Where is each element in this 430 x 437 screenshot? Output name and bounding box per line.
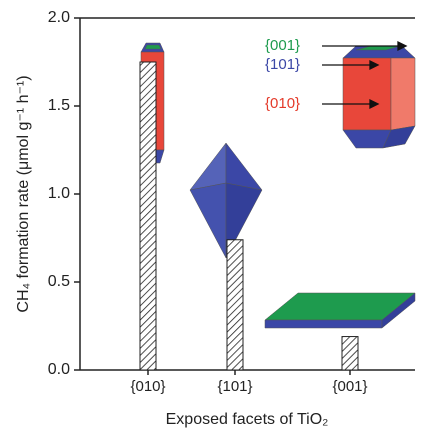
x-axis-label: Exposed facets of TiO₂ <box>166 411 329 428</box>
crystal-large <box>343 46 415 148</box>
y-tick-label: 1.5 <box>48 97 70 114</box>
x-tick-label: {001} <box>332 378 367 395</box>
crystal-001 <box>265 293 415 328</box>
y-tick-label: 0.5 <box>48 273 70 290</box>
y-tick-label: 1.0 <box>48 185 70 202</box>
bar <box>227 240 243 370</box>
chart: Exposed facets of TiO₂ CH₄ formation rat… <box>0 0 430 437</box>
bar <box>140 62 156 370</box>
facet-annotation: {001} <box>265 37 300 54</box>
y-tick-label: 0.0 <box>48 361 70 378</box>
bar <box>342 337 358 370</box>
facet-annotation: {101} <box>265 56 300 73</box>
facet-annotation: {010} <box>265 95 300 112</box>
y-axis-label: CH₄ formation rate (μmol g⁻¹ h⁻¹) <box>15 75 32 312</box>
x-tick-label: {101} <box>217 378 252 395</box>
x-tick-label: {010} <box>130 378 165 395</box>
crystal-101 <box>190 143 262 258</box>
y-tick-label: 2.0 <box>48 9 70 26</box>
